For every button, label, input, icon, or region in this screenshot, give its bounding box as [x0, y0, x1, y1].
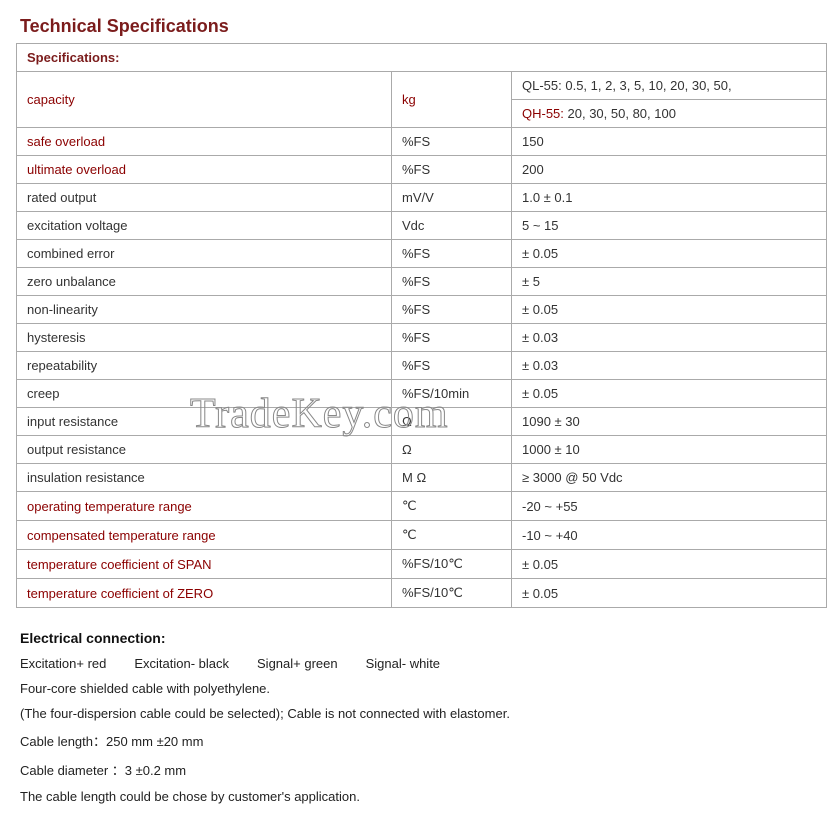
param-label: operating temperature range — [17, 492, 392, 521]
param-value: ± 0.05 — [512, 240, 827, 268]
param-unit: ℃ — [392, 492, 512, 521]
ql-prefix: QL-55: — [522, 78, 565, 93]
param-value: ≥ 3000 @ 50 Vdc — [512, 464, 827, 492]
param-label: zero unbalance — [17, 268, 392, 296]
param-label: creep — [17, 380, 392, 408]
param-unit: %FS — [392, 240, 512, 268]
qh-prefix: QH-55: — [522, 106, 564, 121]
param-label: excitation voltage — [17, 212, 392, 240]
param-value: ± 5 — [512, 268, 827, 296]
table-row: temperature coefficient of ZERO%FS/10℃± … — [17, 579, 827, 608]
param-label: temperature coefficient of ZERO — [17, 579, 392, 608]
electrical-heading: Electrical connection: — [20, 630, 824, 646]
param-value: ± 0.03 — [512, 324, 827, 352]
specifications-table: Specifications: capacity kg QL-55: 0.5, … — [16, 43, 827, 608]
table-row: rated outputmV/V1.0 ± 0.1 — [17, 184, 827, 212]
param-value: -20 ~ +55 — [512, 492, 827, 521]
wire-label: Excitation+ red — [20, 656, 106, 671]
param-value: 150 — [512, 128, 827, 156]
wire-label: Signal- white — [366, 656, 440, 671]
capacity-unit: kg — [392, 72, 512, 128]
param-unit: M Ω — [392, 464, 512, 492]
param-value: ± 0.05 — [512, 579, 827, 608]
electrical-line: Cable length：250 mm ±20 mm — [20, 731, 824, 750]
table-row: zero unbalance%FS± 5 — [17, 268, 827, 296]
param-label: output resistance — [17, 436, 392, 464]
param-unit: %FS — [392, 296, 512, 324]
param-unit: %FS — [392, 352, 512, 380]
param-unit: %FS — [392, 128, 512, 156]
param-label: temperature coefficient of SPAN — [17, 550, 392, 579]
param-label: insulation resistance — [17, 464, 392, 492]
table-row: ultimate overload%FS200 — [17, 156, 827, 184]
param-label: safe overload — [17, 128, 392, 156]
param-label: repeatability — [17, 352, 392, 380]
wire-labels: Excitation+ red Excitation- black Signal+ … — [20, 656, 824, 671]
page-title: Technical Specifications — [20, 16, 824, 37]
param-unit: %FS — [392, 268, 512, 296]
param-value: ± 0.05 — [512, 296, 827, 324]
param-value: ± 0.03 — [512, 352, 827, 380]
table-row: repeatability%FS± 0.03 — [17, 352, 827, 380]
table-row: excitation voltageVdc5 ~ 15 — [17, 212, 827, 240]
capacity-qh: QH-55: 20, 30, 50, 80, 100 — [512, 100, 827, 128]
param-value: 1090 ± 30 — [512, 408, 827, 436]
wire-label: Excitation- black — [134, 656, 229, 671]
table-row: temperature coefficient of SPAN%FS/10℃± … — [17, 550, 827, 579]
param-unit: ℃ — [392, 521, 512, 550]
table-row: compensated temperature range℃-10 ~ +40 — [17, 521, 827, 550]
electrical-line: (The four-dispersion cable could be sele… — [20, 706, 824, 721]
param-label: rated output — [17, 184, 392, 212]
param-unit: Ω — [392, 408, 512, 436]
param-label: ultimate overload — [17, 156, 392, 184]
param-label: input resistance — [17, 408, 392, 436]
param-value: 1.0 ± 0.1 — [512, 184, 827, 212]
qh-values: 20, 30, 50, 80, 100 — [564, 106, 676, 121]
capacity-row-1: capacity kg QL-55: 0.5, 1, 2, 3, 5, 10, … — [17, 72, 827, 100]
electrical-line: Cable diameter ：3 ±0.2 mm — [20, 760, 824, 779]
param-value: 200 — [512, 156, 827, 184]
table-row: safe overload%FS150 — [17, 128, 827, 156]
param-label: combined error — [17, 240, 392, 268]
param-label: compensated temperature range — [17, 521, 392, 550]
table-row: insulation resistanceM Ω≥ 3000 @ 50 Vdc — [17, 464, 827, 492]
param-unit: Vdc — [392, 212, 512, 240]
specs-header-row: Specifications: — [17, 44, 827, 72]
param-label: non-linearity — [17, 296, 392, 324]
table-row: input resistanceΩ1090 ± 30 — [17, 408, 827, 436]
param-unit: %FS/10℃ — [392, 550, 512, 579]
table-row: non-linearity%FS± 0.05 — [17, 296, 827, 324]
table-row: output resistanceΩ1000 ± 10 — [17, 436, 827, 464]
param-unit: %FS — [392, 156, 512, 184]
param-unit: mV/V — [392, 184, 512, 212]
capacity-label: capacity — [17, 72, 392, 128]
param-value: 5 ~ 15 — [512, 212, 827, 240]
table-row: combined error%FS± 0.05 — [17, 240, 827, 268]
param-unit: %FS/10℃ — [392, 579, 512, 608]
table-row: operating temperature range℃-20 ~ +55 — [17, 492, 827, 521]
specs-heading: Specifications: — [17, 44, 827, 72]
param-unit: %FS/10min — [392, 380, 512, 408]
table-row: creep%FS/10min± 0.05 — [17, 380, 827, 408]
param-label: hysteresis — [17, 324, 392, 352]
electrical-line: Four-core shielded cable with polyethyle… — [20, 681, 824, 696]
electrical-line: The cable length could be chose by custo… — [20, 789, 824, 804]
table-row: hysteresis%FS± 0.03 — [17, 324, 827, 352]
ql-values: 0.5, 1, 2, 3, 5, 10, 20, 30, 50, — [565, 78, 731, 93]
param-unit: %FS — [392, 324, 512, 352]
param-unit: Ω — [392, 436, 512, 464]
param-value: 1000 ± 10 — [512, 436, 827, 464]
wire-label: Signal+ green — [257, 656, 338, 671]
param-value: ± 0.05 — [512, 550, 827, 579]
capacity-ql: QL-55: 0.5, 1, 2, 3, 5, 10, 20, 30, 50, — [512, 72, 827, 100]
param-value: ± 0.05 — [512, 380, 827, 408]
param-value: -10 ~ +40 — [512, 521, 827, 550]
